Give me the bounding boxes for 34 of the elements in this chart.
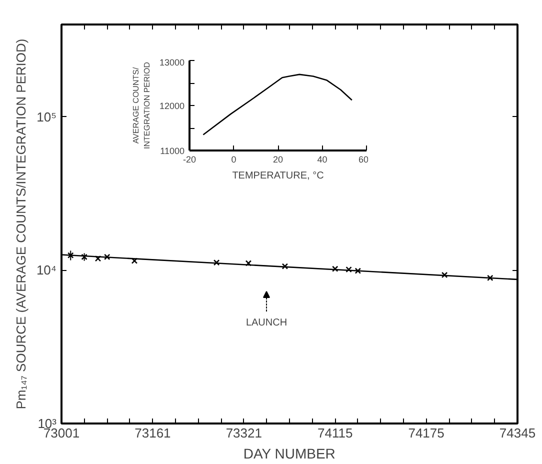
y-tick-label: 10⁵ <box>36 109 57 124</box>
x-tick-label: 40 <box>317 154 328 164</box>
y-tick-label: 10⁴ <box>36 262 56 278</box>
x-tick-label: 73321 <box>226 426 262 440</box>
line-series <box>202 74 353 136</box>
x-tick-label: 74345 <box>499 426 536 440</box>
point <box>282 263 288 270</box>
point <box>346 266 352 273</box>
point <box>94 255 102 262</box>
x-tick-label: -20 <box>182 154 196 164</box>
y-tick-label: 11000 <box>160 146 184 156</box>
point <box>354 268 362 274</box>
annotation: LAUNCH <box>246 318 288 328</box>
point <box>67 252 74 258</box>
point <box>332 266 338 272</box>
point <box>104 254 110 260</box>
point <box>441 272 448 278</box>
x-tick-label: 73161 <box>134 426 171 440</box>
x-tick-label: 20 <box>272 154 284 164</box>
point <box>213 259 220 266</box>
x-axis-title: DAY NUMBER <box>243 446 336 462</box>
x-tick-label: 74175 <box>408 426 444 440</box>
point <box>245 260 252 266</box>
point <box>81 254 88 260</box>
point <box>131 258 138 264</box>
x-tick-label: 0 <box>231 154 236 164</box>
x-tick-label: 60 <box>358 154 369 164</box>
y-tick-label: 12000 <box>159 101 185 111</box>
point <box>487 274 494 282</box>
y-axis-title: AVERAGE COUNTS/ INTEGRATION PERIOD <box>132 62 152 149</box>
x-axis-title: TEMPERATURE, °C <box>232 170 324 182</box>
x-tick-label: 74115 <box>318 426 353 440</box>
y-axis-title: Pm₁₄₇ SOURCE (AVERAGE COUNTS/INTEGRATION PERIOD) <box>13 38 28 410</box>
y-tick-label: 13000 <box>159 58 185 68</box>
